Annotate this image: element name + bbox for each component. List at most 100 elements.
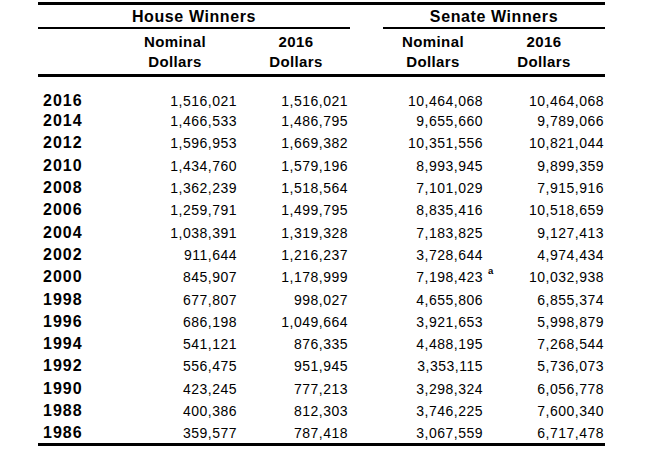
senate-2016-cell: 5,736,073 — [483, 355, 605, 377]
house-2016-column-header: 2016 Dollars — [242, 28, 350, 76]
row-gap-cell — [350, 155, 383, 177]
house-nominal-cell: 677,807 — [108, 288, 242, 310]
row-gap-cell — [350, 132, 383, 154]
winners-spending-table: House Winners Senate Winners Nominal Dol… — [38, 2, 605, 446]
senate-nominal-cell: 4,655,806 — [383, 288, 483, 310]
house-nominal-cell: 556,475 — [108, 355, 242, 377]
house-nominal-cell: 1,466,533 — [108, 110, 242, 132]
house-2016-cell: 1,319,328 — [242, 221, 350, 243]
house-nominal-cell: 541,121 — [108, 333, 242, 355]
winners-spending-table-wrap: House Winners Senate Winners Nominal Dol… — [38, 2, 605, 446]
table-row: 1994541,121876,3354,488,1957,268,544 — [38, 333, 605, 355]
row-gap-cell — [350, 311, 383, 333]
year-column-header — [38, 28, 108, 76]
senate-nominal-cell: 3,746,225 — [383, 400, 483, 422]
senate-2016-cell: 7,600,340 — [483, 400, 605, 422]
year-cell: 2000 — [38, 266, 108, 288]
senate-nominal-cell: 3,067,559 — [383, 422, 483, 444]
house-2016-cell: 1,499,795 — [242, 199, 350, 221]
house-2016-cell: 1,178,999 — [242, 266, 350, 288]
senate-2016-cell: 6,855,374 — [483, 288, 605, 310]
senate-nominal-cell: 7,101,029 — [383, 177, 483, 199]
house-nominal-cell: 1,434,760 — [108, 155, 242, 177]
senate-nominal-cell: 7,183,825 — [383, 221, 483, 243]
table-row: 20041,038,3911,319,3287,183,8259,127,413 — [38, 221, 605, 243]
table-row: 20161,516,0211,516,02110,464,06810,464,0… — [38, 76, 605, 111]
footnote-marker: a — [488, 265, 493, 276]
senate-nominal-cell: 10,464,068 — [383, 76, 483, 111]
row-gap-cell — [350, 400, 383, 422]
house-nominal-cell: 1,596,953 — [108, 132, 242, 154]
house-2016-cell: 1,516,021 — [242, 76, 350, 111]
table-row: 1986359,577787,4183,067,5596,717,478 — [38, 422, 605, 444]
senate-nominal-header-line2: Dollars — [383, 52, 483, 72]
row-gap-cell — [350, 244, 383, 266]
row-gap-cell — [350, 333, 383, 355]
house-2016-cell: 1,216,237 — [242, 244, 350, 266]
senate-2016-cell: 9,899,359 — [483, 155, 605, 177]
senate-nominal-cell: 3,298,324 — [383, 378, 483, 400]
table-row: 20081,362,2391,518,5647,101,0297,915,916 — [38, 177, 605, 199]
table-row: 1990423,245777,2133,298,3246,056,778 — [38, 378, 605, 400]
group-header-row: House Winners Senate Winners — [38, 4, 605, 29]
house-nominal-cell: 1,038,391 — [108, 221, 242, 243]
house-2016-cell: 1,518,564 — [242, 177, 350, 199]
house-2016-cell: 1,669,382 — [242, 132, 350, 154]
house-2016-cell: 951,945 — [242, 355, 350, 377]
senate-2016-header-line2: Dollars — [483, 52, 605, 72]
senate-nominal-cell: 8,993,945 — [383, 155, 483, 177]
year-cell: 1994 — [38, 333, 108, 355]
house-nominal-cell: 1,259,791 — [108, 199, 242, 221]
senate-nominal-cell: 9,655,660 — [383, 110, 483, 132]
year-cell: 1998 — [38, 288, 108, 310]
house-winners-group-header: House Winners — [38, 4, 350, 29]
row-gap-cell — [350, 288, 383, 310]
house-2016-cell: 1,049,664 — [242, 311, 350, 333]
house-nominal-header-line2: Dollars — [108, 52, 242, 72]
senate-nominal-cell: 7,198,423a — [383, 266, 483, 288]
senate-nominal-header-line1: Nominal — [383, 32, 483, 52]
row-gap-cell — [350, 177, 383, 199]
senate-nominal-cell: 10,351,556 — [383, 132, 483, 154]
table-body: 20161,516,0211,516,02110,464,06810,464,0… — [38, 76, 605, 445]
house-2016-cell: 787,418 — [242, 422, 350, 444]
senate-2016-cell: 10,464,068 — [483, 76, 605, 111]
senate-2016-cell: 6,717,478 — [483, 422, 605, 444]
row-gap-cell — [350, 422, 383, 444]
column-header-row: Nominal Dollars 2016 Dollars Nominal Dol… — [38, 28, 605, 76]
row-gap-cell — [350, 221, 383, 243]
house-2016-cell: 1,486,795 — [242, 110, 350, 132]
senate-nominal-cell: 3,353,115 — [383, 355, 483, 377]
senate-nominal-cell: 8,835,416 — [383, 199, 483, 221]
year-cell: 2010 — [38, 155, 108, 177]
house-nominal-cell: 911,644 — [108, 244, 242, 266]
senate-2016-cell: 9,127,413 — [483, 221, 605, 243]
senate-2016-cell: 9,789,066 — [483, 110, 605, 132]
senate-2016-cell: 10,032,938 — [483, 266, 605, 288]
house-nominal-cell: 423,245 — [108, 378, 242, 400]
table-row: 20141,466,5331,486,795 9,655,6609,789,066 — [38, 110, 605, 132]
senate-2016-cell: 10,518,659 — [483, 199, 605, 221]
year-cell: 2016 — [38, 76, 108, 111]
senate-2016-cell: 5,998,879 — [483, 311, 605, 333]
house-2016-header-line1: 2016 — [242, 32, 350, 52]
house-2016-cell: 998,027 — [242, 288, 350, 310]
group-header-gap — [350, 4, 383, 29]
table-row: 1998677,807998,027 4,655,8066,855,374 — [38, 288, 605, 310]
senate-2016-cell: 7,915,916 — [483, 177, 605, 199]
senate-nominal-cell: 3,921,653 — [383, 311, 483, 333]
house-2016-cell: 812,303 — [242, 400, 350, 422]
house-nominal-cell: 359,577 — [108, 422, 242, 444]
row-gap-cell — [350, 355, 383, 377]
table-row: 1992556,475951,9453,353,1155,736,073 — [38, 355, 605, 377]
senate-2016-cell: 4,974,434 — [483, 244, 605, 266]
row-gap-cell — [350, 266, 383, 288]
table-row: 20121,596,9531,669,38210,351,55610,821,0… — [38, 132, 605, 154]
senate-2016-cell: 7,268,544 — [483, 333, 605, 355]
year-cell: 1990 — [38, 378, 108, 400]
year-cell: 2014 — [38, 110, 108, 132]
house-nominal-cell: 845,907 — [108, 266, 242, 288]
row-gap-cell — [350, 110, 383, 132]
senate-2016-cell: 10,821,044 — [483, 132, 605, 154]
table-row: 1988400,386812,3033,746,2257,600,340 — [38, 400, 605, 422]
